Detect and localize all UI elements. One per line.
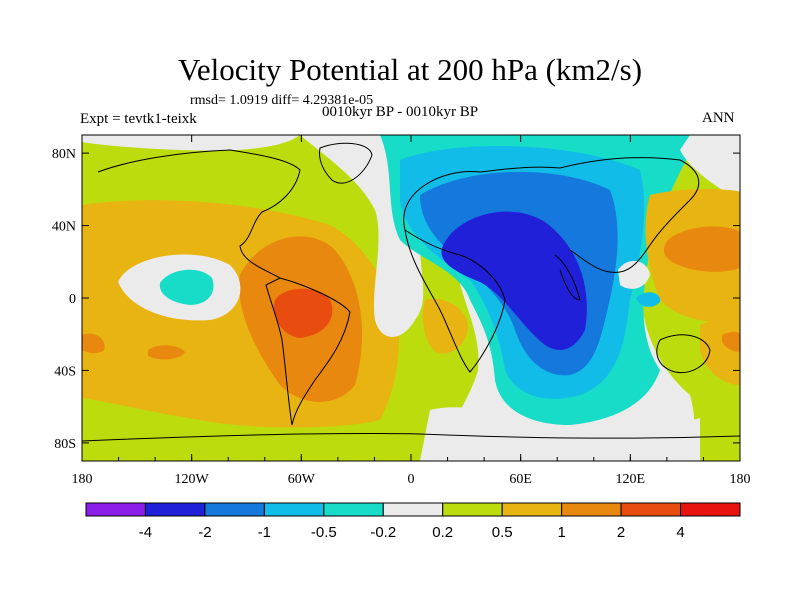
- colorbar-swatch: [323, 502, 384, 517]
- field-positive-se-core: [722, 331, 740, 352]
- field-positive-core-wpacific: [663, 226, 740, 272]
- colorbar-level-label: -0.5: [311, 524, 337, 541]
- field-negative-maritime: [636, 292, 661, 307]
- coast-africa: [404, 228, 506, 373]
- lon-tick-label: 60W: [288, 472, 316, 487]
- field-positive-max-america: [273, 288, 333, 338]
- field-negative-pacific: [159, 269, 214, 305]
- field-neutral-south: [420, 407, 700, 461]
- lat-tick-label: 40N: [52, 220, 76, 235]
- field-neutral-maritime: [618, 260, 650, 289]
- velocity-potential-field: [82, 135, 740, 461]
- lat-tick-label: 40S: [54, 364, 76, 379]
- field-positive-blob-sw: [82, 333, 105, 354]
- colorbar-level-label: 0.5: [492, 524, 513, 541]
- colorbar-swatch: [382, 502, 444, 517]
- lat-tick-label: 80S: [54, 437, 76, 452]
- coast-europe: [403, 166, 561, 231]
- colorbar-level-label: -1: [258, 524, 271, 541]
- lon-tick-label: 180: [72, 472, 93, 487]
- coastlines: [82, 142, 740, 442]
- latitude-axis: 80N 40N 0 40S 80S: [52, 147, 740, 452]
- lon-tick-label: 180: [730, 472, 751, 487]
- coast-greenland: [319, 142, 373, 184]
- field-negative-core: [441, 211, 587, 350]
- colorbar-level-label: 0.2: [432, 524, 453, 541]
- coast-south-america: [265, 277, 351, 426]
- lon-tick-label: 120E: [616, 472, 646, 487]
- colorbar-level-label: 2: [617, 524, 625, 541]
- lat-tick-label: 80N: [52, 147, 76, 162]
- stats-text: rmsd= 1.0919 diff= 4.29381e-05: [190, 93, 374, 108]
- lat-tick-label: 0: [69, 292, 76, 307]
- colorbar: -4 -2 -1 -0.5 -0.2 0.2 0.5 1 2 4: [85, 502, 741, 541]
- lon-tick-label: 60E: [509, 472, 532, 487]
- colorbar-level-label: 4: [676, 524, 684, 541]
- experiment-label: Expt = tevtk1-teixk: [80, 111, 197, 127]
- field-neutral-arctic-east: [680, 135, 740, 200]
- colorbar-swatch: [263, 502, 325, 517]
- coast-antarctica: [82, 432, 740, 442]
- colorbar-level-label: 1: [557, 524, 565, 541]
- coast-north-america: [97, 149, 301, 279]
- colorbar-swatch: [85, 502, 146, 517]
- field-positive-atlantic: [422, 298, 468, 354]
- field-positive-blob-spacific: [148, 345, 185, 360]
- longitude-axis: 180 120W 60W 0 60E 120E 180: [72, 135, 751, 487]
- colorbar-level-label: -0.2: [370, 524, 396, 541]
- coast-australia: [656, 334, 711, 374]
- colorbar-level-label: -4: [139, 524, 152, 541]
- period-label: 0010kyr BP - 0010kyr BP: [322, 104, 479, 120]
- season-label: ANN: [702, 110, 735, 126]
- colorbar-level-label: -2: [198, 524, 211, 541]
- plot-title: Velocity Potential at 200 hPa (km2/s): [177, 52, 643, 87]
- colorbar-swatch: [680, 502, 741, 517]
- colorbar-swatch: [620, 502, 682, 517]
- colorbar-swatch: [144, 502, 206, 517]
- colorbar-swatch: [561, 502, 622, 517]
- field-south-bottom: [82, 440, 420, 461]
- lon-tick-label: 120W: [175, 472, 210, 487]
- colorbar-swatch: [204, 502, 265, 517]
- coast-india: [554, 254, 581, 301]
- coast-asia: [559, 157, 700, 273]
- lon-tick-label: 0: [408, 472, 415, 487]
- field-neutral-arctic: [82, 135, 300, 151]
- colorbar-swatch: [501, 502, 563, 517]
- colorbar-swatch: [442, 502, 503, 517]
